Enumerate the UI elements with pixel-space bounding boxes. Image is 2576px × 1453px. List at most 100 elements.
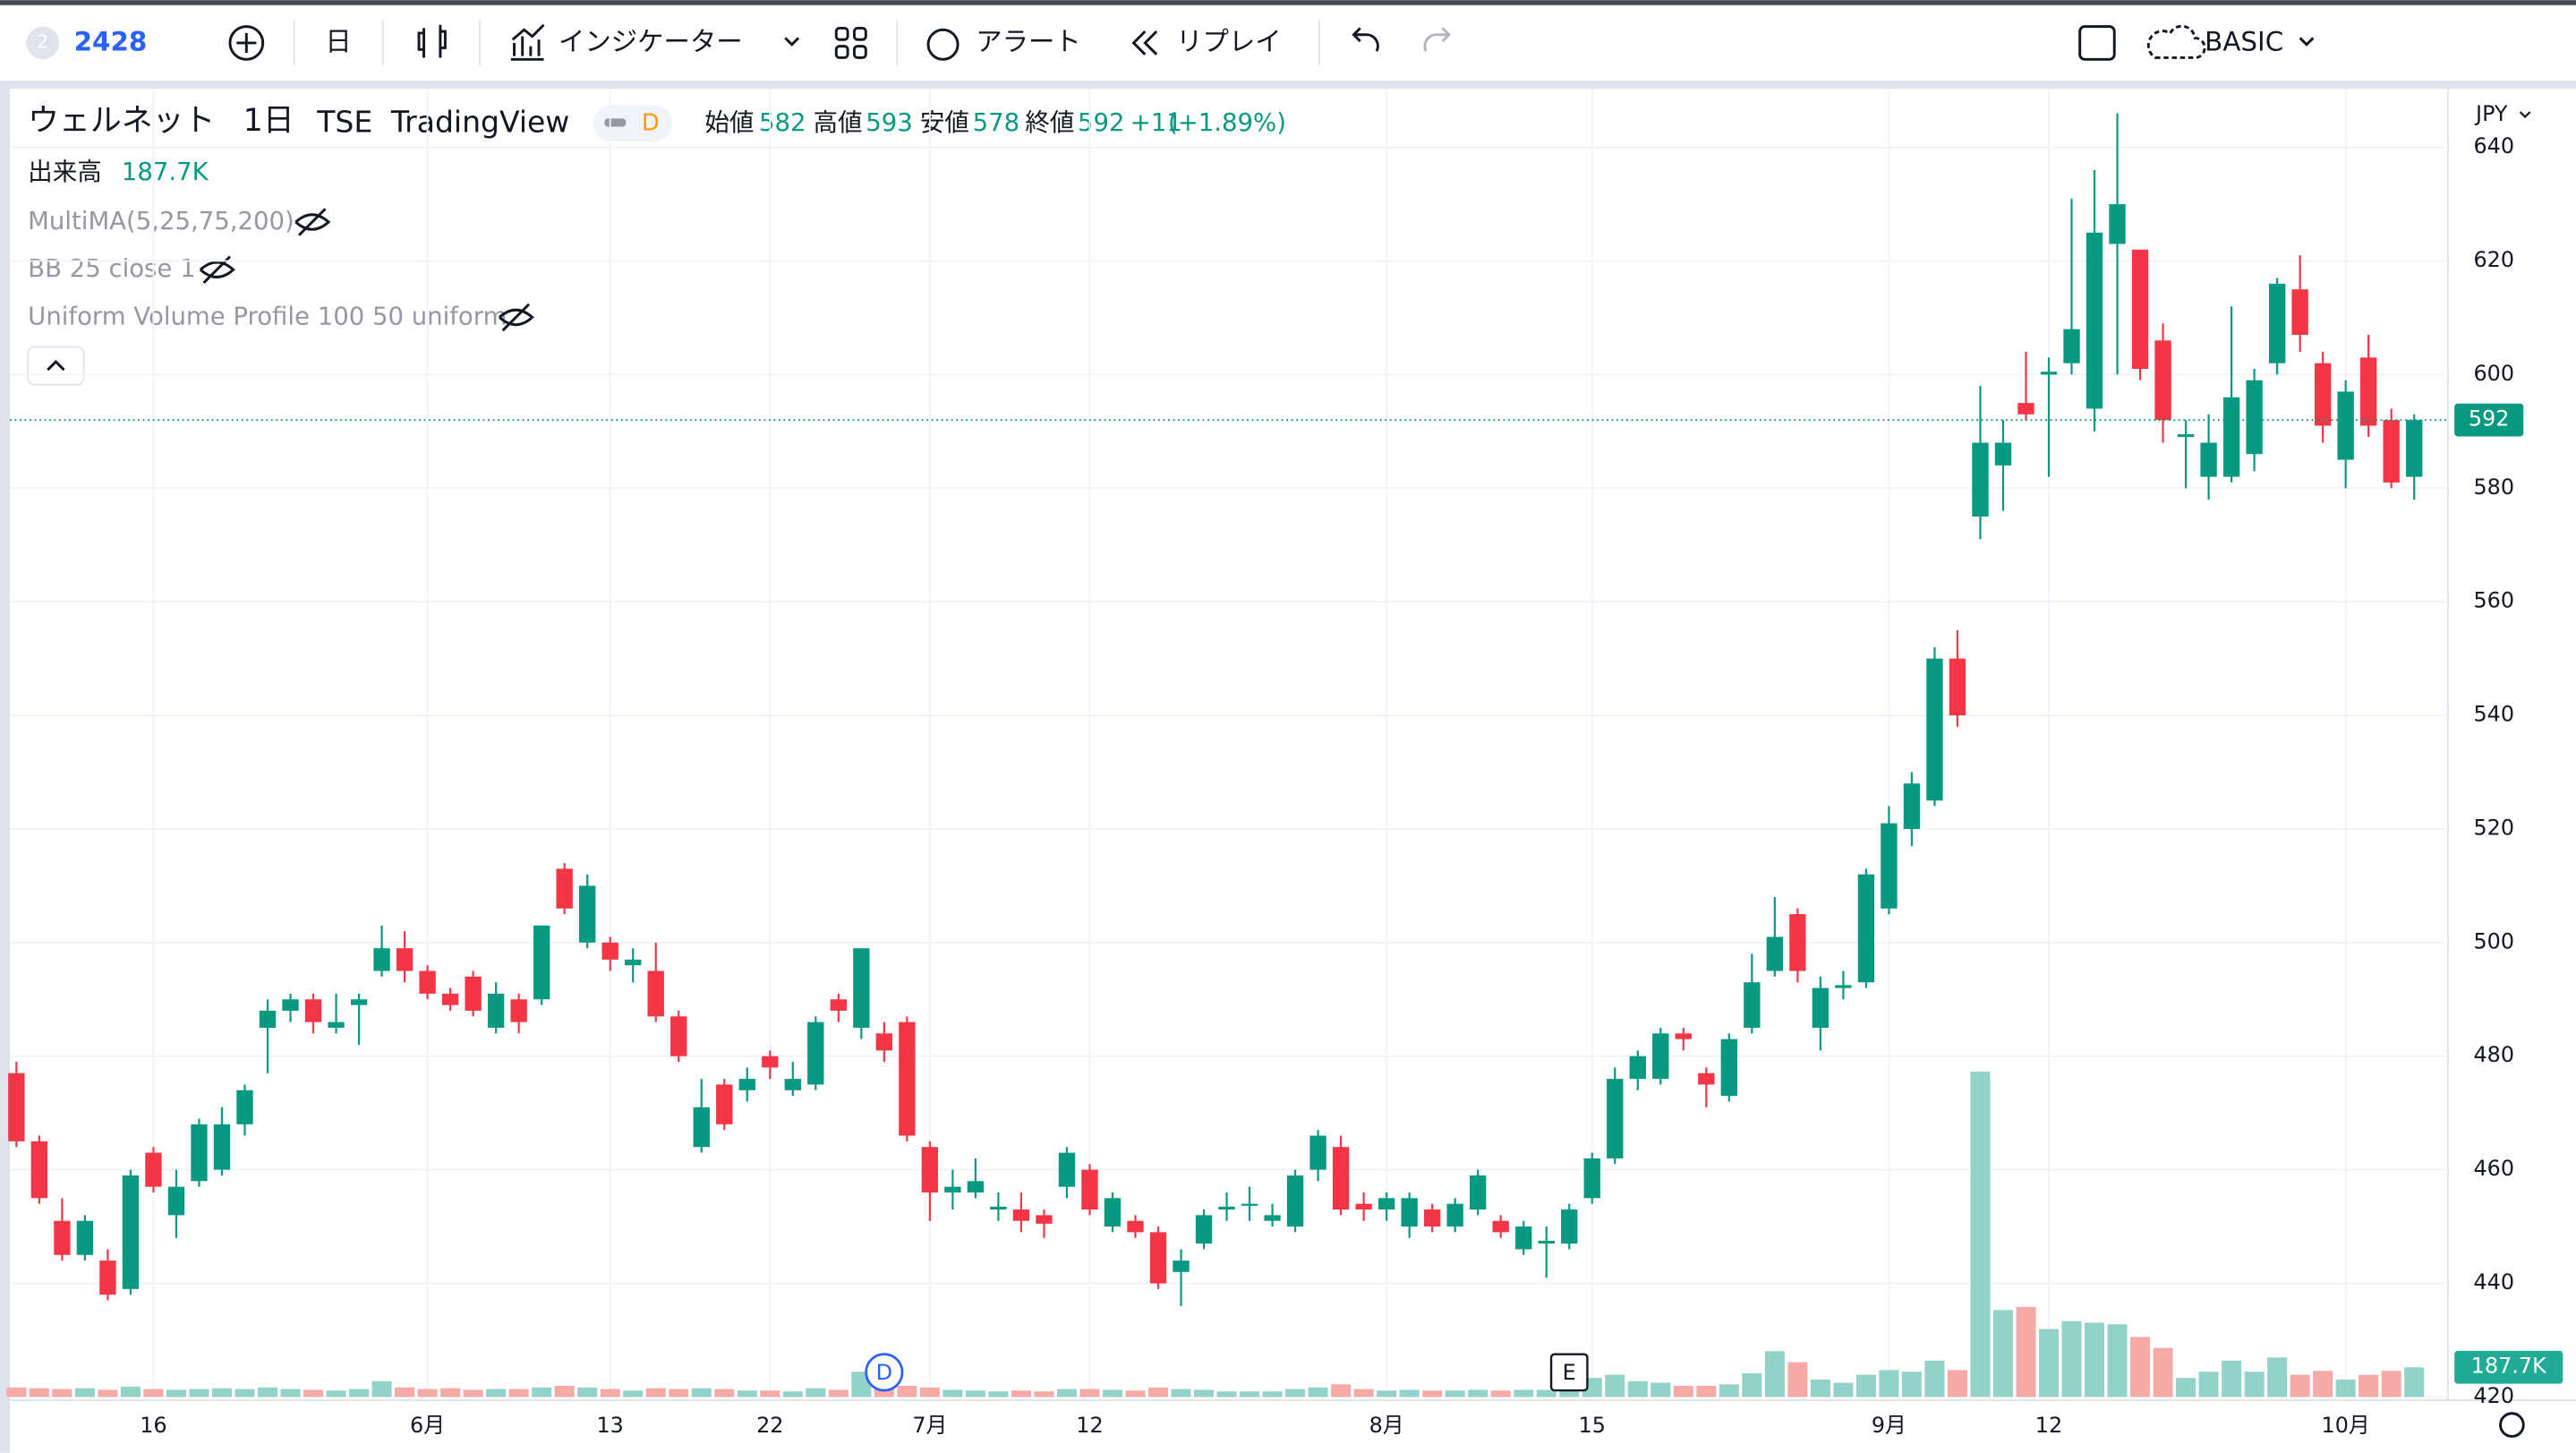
- templates-icon[interactable]: [834, 26, 867, 59]
- volume-bar: [98, 1389, 118, 1397]
- x-tick-label: 10月: [2322, 1413, 2370, 1438]
- candle-body: [1857, 874, 1875, 983]
- earnings-marker[interactable]: [1549, 1353, 1589, 1392]
- hidden-eye-icon[interactable]: [294, 208, 331, 236]
- candle-body: [738, 1079, 755, 1090]
- volume-bar: [897, 1386, 917, 1397]
- volume-bar: [760, 1390, 780, 1397]
- status-pill[interactable]: [593, 105, 672, 142]
- chart-type-icon[interactable]: [417, 24, 447, 58]
- candle-body: [1264, 1215, 1281, 1221]
- volume-bar: [2176, 1378, 2196, 1397]
- volume-bar: [2061, 1321, 2082, 1397]
- volume-bar: [2335, 1379, 2356, 1397]
- candle-body: [1652, 1033, 1669, 1080]
- cloud-icon[interactable]: [2146, 24, 2206, 59]
- undo-button[interactable]: [1352, 27, 1379, 52]
- replay-button[interactable]: リプレイ: [1176, 26, 1281, 56]
- candle-body: [1012, 1209, 1030, 1221]
- y-tick-label: 560: [2473, 588, 2514, 613]
- collapse-legend-button[interactable]: [27, 346, 85, 386]
- candle-body: [1446, 1203, 1463, 1227]
- volume-bar: [52, 1389, 73, 1397]
- candle-body: [2109, 204, 2126, 244]
- candle-body: [30, 1141, 48, 1199]
- volume-bar: [166, 1389, 186, 1397]
- redo-button[interactable]: [1423, 27, 1451, 52]
- open-value: 582: [759, 108, 806, 137]
- candle-body: [1538, 1240, 1555, 1244]
- volume-bar: [1011, 1390, 1031, 1397]
- indicators-icon[interactable]: [510, 23, 545, 61]
- layout-button[interactable]: BASIC: [2205, 26, 2283, 56]
- candle-body: [533, 925, 550, 1000]
- candle-body: [1058, 1152, 1076, 1187]
- candle-body: [419, 970, 436, 994]
- candle-body: [191, 1124, 208, 1182]
- fullscreen-button[interactable]: [2078, 25, 2116, 61]
- volume-bar: [714, 1389, 735, 1397]
- interval-button[interactable]: 日: [325, 26, 351, 56]
- candle-body: [2222, 397, 2240, 477]
- candle-body: [2337, 391, 2354, 460]
- volume-bar: [828, 1389, 849, 1397]
- volume-bar: [486, 1389, 507, 1397]
- candle-body: [282, 999, 299, 1011]
- x-tick-label: 6月: [410, 1413, 445, 1438]
- symbol-badge: [26, 26, 60, 60]
- symbol-button[interactable]: 2428: [74, 26, 148, 56]
- hidden-eye-icon[interactable]: [498, 303, 534, 332]
- candle-body: [1607, 1079, 1624, 1158]
- indicators-dropdown[interactable]: [784, 37, 800, 47]
- toolbar: 2 2428 日 インジケーター アラート リプレイ BASIC: [26, 20, 2315, 66]
- candle-body: [1423, 1209, 1441, 1227]
- volume-bar: [6, 1387, 27, 1397]
- candle-body: [1149, 1232, 1167, 1284]
- y-tick-label: 440: [2473, 1269, 2514, 1295]
- volume-bar: [645, 1388, 666, 1397]
- volume-bar: [371, 1380, 392, 1397]
- currency-label[interactable]: JPY: [2474, 101, 2508, 126]
- x-tick-label: 12: [1076, 1413, 1103, 1438]
- dividend-marker[interactable]: [865, 1353, 904, 1392]
- candle-body: [1378, 1198, 1395, 1210]
- volume-bar: [235, 1389, 255, 1397]
- currency-dropdown[interactable]: [2519, 111, 2531, 119]
- alert-icon[interactable]: [926, 28, 960, 61]
- replay-icon[interactable]: [1131, 30, 1158, 56]
- volume-bar: [782, 1391, 803, 1397]
- candle-body: [1720, 1038, 1737, 1097]
- add-symbol-icon[interactable]: [228, 25, 265, 61]
- y-tick-label: 580: [2473, 474, 2514, 500]
- candle-body: [1949, 658, 1966, 716]
- volume-bar: [1262, 1391, 1283, 1397]
- high-value: 593: [866, 108, 913, 137]
- volume-bar: [600, 1389, 620, 1397]
- x-tick-label: 12: [2035, 1413, 2062, 1438]
- candle-body: [1241, 1203, 1258, 1206]
- candle-body: [259, 1010, 277, 1028]
- volume-bar: [120, 1386, 141, 1397]
- candle-body: [1104, 1198, 1122, 1227]
- candle-body: [1355, 1203, 1372, 1210]
- volume-bar: [2244, 1372, 2265, 1397]
- volume-bar: [1308, 1387, 1328, 1397]
- alert-button[interactable]: アラート: [976, 26, 1080, 56]
- volume-bar: [988, 1391, 1009, 1397]
- volume-bar: [1970, 1071, 1991, 1397]
- volume-bar: [1651, 1382, 1671, 1397]
- add-symbol-plus: [236, 32, 257, 53]
- settings-button[interactable]: [2499, 1412, 2525, 1438]
- volume-bar: [806, 1388, 826, 1397]
- volume-bar: [349, 1389, 370, 1397]
- candle-body: [2314, 363, 2332, 426]
- candle-body: [2177, 434, 2195, 438]
- indicators-button[interactable]: インジケーター: [559, 26, 743, 56]
- volume-bar: [1422, 1390, 1443, 1397]
- candle-body: [601, 942, 618, 960]
- volume-bar: [623, 1390, 644, 1397]
- candle-body: [670, 1016, 687, 1056]
- volume-bar: [280, 1389, 301, 1397]
- layout-dropdown[interactable]: [2299, 37, 2315, 47]
- candle-body: [1173, 1261, 1190, 1272]
